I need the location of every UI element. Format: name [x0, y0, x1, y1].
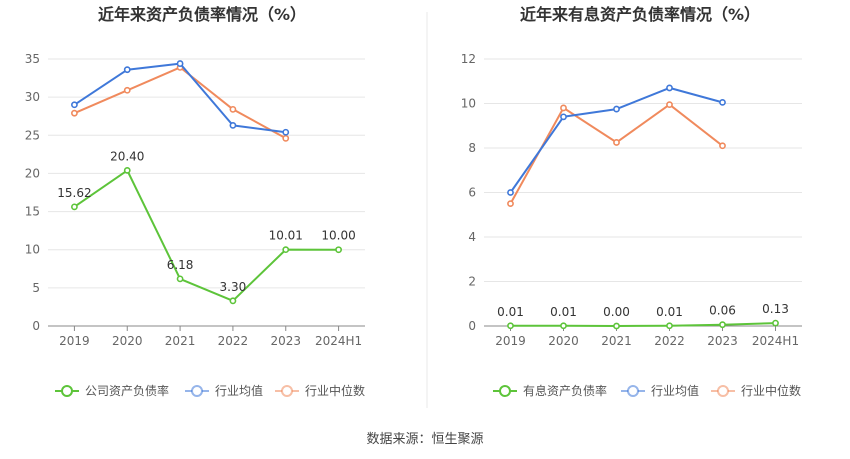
chart2-data-label: 0.00 [603, 305, 630, 319]
chart2-series-2-point[interactable] [507, 200, 514, 208]
chart2-legend-label[interactable]: 行业均值 [651, 383, 699, 398]
chart1-series-1-point[interactable] [229, 121, 237, 129]
chart1-legend-marker-dot [61, 385, 73, 397]
chart2-series-2-point[interactable] [560, 104, 567, 112]
chart1-series-0-point[interactable] [176, 275, 184, 283]
chart2-series-2-line [509, 103, 724, 205]
chart2-series-0-line [510, 322, 776, 327]
chart2-title: 近年来有息资产负债率情况（%） [520, 5, 760, 24]
chart1-y-tick-label: 35 [25, 52, 40, 66]
chart2-legend-label[interactable]: 行业中位数 [741, 383, 801, 398]
chart1-series-2-point[interactable] [229, 105, 237, 113]
chart1-series-0-point[interactable] [229, 297, 237, 305]
chart1-x-tick-label: 2022 [218, 334, 249, 348]
chart2-series-2-point[interactable] [613, 139, 620, 146]
chart2-data-label: 0.06 [709, 304, 736, 318]
chart2-x-tick-label: 2024H1 [752, 334, 799, 348]
chart1-data-label: 3.30 [220, 280, 247, 294]
chart1-x-tick-label: 2021 [165, 334, 196, 348]
chart1-x-tick-label: 2024H1 [315, 334, 362, 348]
chart1-y-tick-label: 30 [25, 90, 40, 104]
chart2-series-0-point[interactable] [666, 322, 673, 330]
chart2-series-0-point[interactable] [507, 322, 514, 330]
chart2-series-0-point[interactable] [613, 322, 620, 330]
source-note: 数据来源：恒生聚源 [366, 432, 484, 447]
chart2-data-label: 0.13 [762, 302, 789, 316]
chart2-legend-marker-dot [717, 385, 729, 397]
chart2-series-2-point[interactable] [719, 142, 726, 150]
chart2-y-tick-label: 8 [468, 141, 476, 155]
chart1-y-tick-label: 10 [25, 243, 40, 257]
chart2-x-tick-label: 2021 [601, 334, 632, 348]
chart1-y-tick-label: 15 [25, 205, 40, 219]
chart1-series-0-point[interactable] [71, 203, 78, 211]
chart2-x-tick-label: 2019 [495, 334, 526, 348]
chart2-data-label: 0.01 [497, 305, 524, 319]
chart1-y-tick-label: 25 [25, 128, 40, 142]
chart2-series-1-point[interactable] [666, 84, 673, 92]
chart2-y-tick-label: 10 [461, 97, 476, 111]
chart1-data-label: 15.62 [57, 186, 91, 200]
chart2-legend-marker-dot [627, 385, 639, 397]
chart2-series-2-point[interactable] [666, 101, 673, 109]
chart2-series-1-point[interactable] [613, 105, 620, 113]
chart1-data-label: 6.18 [167, 258, 194, 272]
chart1-legend-label[interactable]: 行业中位数 [305, 383, 365, 398]
chart1-series-1-point[interactable] [282, 128, 290, 136]
chart2-x-tick-label: 2023 [707, 334, 738, 348]
chart2-legend-marker-dot [499, 385, 511, 397]
chart1-data-label: 10.01 [269, 229, 303, 243]
chart1-y-tick-label: 5 [32, 281, 40, 295]
chart1-legend-label[interactable]: 公司资产负债率 [85, 383, 169, 398]
chart2-series-0-point[interactable] [560, 322, 567, 330]
chart1-series-0-point[interactable] [282, 246, 290, 254]
chart2-series-1-point[interactable] [719, 98, 726, 106]
chart2-series-0-point[interactable] [772, 319, 779, 327]
chart1-series-2-point[interactable] [123, 86, 131, 94]
chart1-series-0-point[interactable] [123, 166, 131, 174]
chart2-y-tick-label: 12 [461, 52, 476, 66]
chart1-series-1-point[interactable] [176, 60, 184, 67]
chart1-data-label: 20.40 [110, 149, 144, 163]
chart2-series-1-point[interactable] [507, 189, 514, 196]
chart2-data-label: 0.01 [550, 305, 577, 319]
chart1-title: 近年来资产负债率情况（%） [98, 5, 306, 24]
chart2-x-tick-label: 2022 [654, 334, 685, 348]
chart1-legend-marker-dot [281, 385, 293, 397]
chart1-series-0-line [73, 169, 339, 302]
chart1-y-tick-label: 0 [32, 319, 40, 333]
chart1-x-tick-label: 2019 [59, 334, 90, 348]
chart1-series-0-point[interactable] [335, 246, 342, 254]
chart1-y-tick-label: 20 [25, 166, 40, 180]
chart2-data-label: 0.01 [656, 305, 683, 319]
chart2-y-tick-label: 4 [468, 230, 476, 244]
chart1-series-1-point[interactable] [123, 66, 131, 74]
chart2-legend-label[interactable]: 有息资产负债率 [523, 383, 607, 398]
chart2-y-tick-label: 2 [468, 275, 476, 289]
chart1-legend-label[interactable]: 行业均值 [215, 383, 263, 398]
chart1-series-1-point[interactable] [71, 101, 78, 109]
chart2-y-tick-label: 0 [468, 319, 476, 333]
chart1-series-2-point[interactable] [282, 134, 290, 142]
chart2-series-0-point[interactable] [719, 321, 726, 329]
chart2-series-1-point[interactable] [560, 113, 567, 121]
chart1-series-2-point[interactable] [71, 109, 78, 117]
chart2-x-tick-label: 2020 [548, 334, 579, 348]
chart1-x-tick-label: 2023 [270, 334, 301, 348]
chart2-y-tick-label: 6 [468, 186, 476, 200]
chart1-data-label: 10.00 [321, 229, 355, 243]
chart1-x-tick-label: 2020 [112, 334, 143, 348]
chart1-legend-marker-dot [191, 385, 203, 397]
